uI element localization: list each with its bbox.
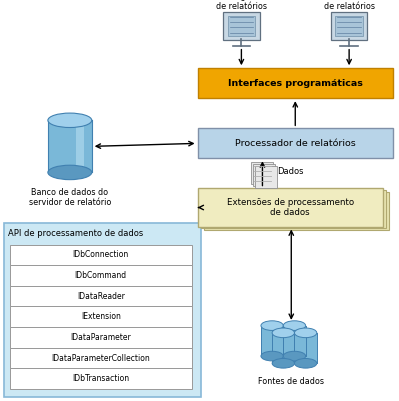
Ellipse shape bbox=[261, 351, 283, 361]
Bar bbox=[294, 333, 317, 363]
Bar bbox=[272, 333, 294, 363]
Text: IExtension: IExtension bbox=[81, 312, 120, 321]
Ellipse shape bbox=[283, 351, 306, 361]
Text: IDataReader: IDataReader bbox=[77, 292, 124, 301]
FancyBboxPatch shape bbox=[198, 128, 393, 158]
FancyBboxPatch shape bbox=[198, 68, 393, 98]
FancyBboxPatch shape bbox=[331, 12, 367, 40]
FancyBboxPatch shape bbox=[10, 245, 192, 265]
FancyBboxPatch shape bbox=[251, 162, 273, 184]
Bar bbox=[77, 120, 84, 172]
Text: IDataParameterCollection: IDataParameterCollection bbox=[51, 354, 150, 363]
FancyBboxPatch shape bbox=[227, 16, 255, 36]
Text: Interfaces programáticas: Interfaces programáticas bbox=[228, 79, 363, 88]
Text: IDataParameter: IDataParameter bbox=[70, 333, 131, 342]
Ellipse shape bbox=[272, 358, 294, 368]
Ellipse shape bbox=[48, 165, 92, 180]
Ellipse shape bbox=[48, 113, 92, 128]
Text: Banco de dados do
servidor de relatório: Banco de dados do servidor de relatório bbox=[29, 188, 111, 207]
Bar bbox=[283, 326, 306, 356]
FancyBboxPatch shape bbox=[10, 286, 192, 306]
FancyBboxPatch shape bbox=[335, 16, 363, 36]
Ellipse shape bbox=[294, 328, 317, 338]
Ellipse shape bbox=[261, 321, 283, 330]
FancyBboxPatch shape bbox=[10, 306, 192, 327]
Text: IDbTransaction: IDbTransaction bbox=[72, 374, 129, 383]
Ellipse shape bbox=[294, 358, 317, 368]
FancyBboxPatch shape bbox=[10, 265, 192, 286]
Text: IDbCommand: IDbCommand bbox=[75, 271, 127, 280]
FancyBboxPatch shape bbox=[198, 188, 383, 227]
FancyBboxPatch shape bbox=[201, 190, 386, 228]
FancyBboxPatch shape bbox=[253, 164, 275, 186]
Ellipse shape bbox=[272, 328, 294, 338]
Text: API de processamento de dados: API de processamento de dados bbox=[8, 229, 143, 237]
FancyBboxPatch shape bbox=[10, 348, 192, 369]
FancyBboxPatch shape bbox=[204, 192, 389, 230]
FancyBboxPatch shape bbox=[10, 369, 192, 389]
Text: Gerenciador
de relatórios: Gerenciador de relatórios bbox=[324, 0, 375, 11]
FancyBboxPatch shape bbox=[223, 12, 259, 40]
FancyBboxPatch shape bbox=[255, 166, 277, 188]
Bar bbox=[261, 326, 283, 356]
Text: Dados: Dados bbox=[277, 167, 304, 176]
FancyBboxPatch shape bbox=[10, 327, 192, 348]
Text: Designer
de relatórios: Designer de relatórios bbox=[216, 0, 267, 11]
Text: Extensões de processamento
de dados: Extensões de processamento de dados bbox=[227, 198, 354, 217]
Ellipse shape bbox=[283, 321, 306, 330]
Bar bbox=[48, 120, 92, 172]
Text: Processador de relatórios: Processador de relatórios bbox=[235, 139, 356, 148]
Text: Fontes de dados: Fontes de dados bbox=[258, 377, 324, 386]
Text: IDbConnection: IDbConnection bbox=[73, 250, 129, 259]
FancyBboxPatch shape bbox=[4, 223, 201, 397]
